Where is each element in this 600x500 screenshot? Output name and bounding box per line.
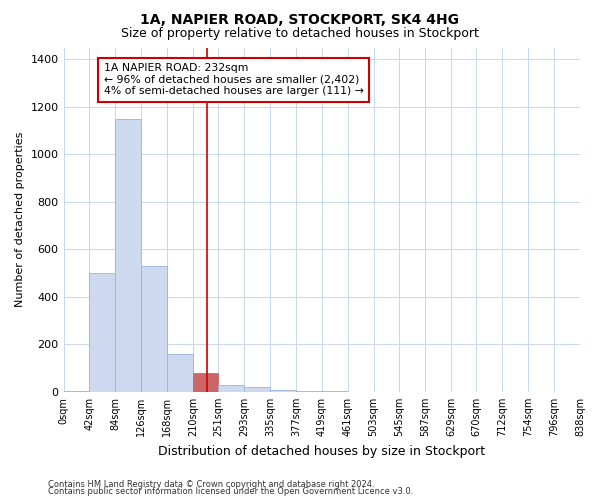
Bar [193,373,218,392]
Text: Contains HM Land Registry data © Crown copyright and database right 2024.: Contains HM Land Registry data © Crown c… [48,480,374,489]
Bar [244,387,270,392]
Text: 1A, NAPIER ROAD, STOCKPORT, SK4 4HG: 1A, NAPIER ROAD, STOCKPORT, SK4 4HG [140,12,460,26]
Bar [89,273,115,392]
Text: Size of property relative to detached houses in Stockport: Size of property relative to detached ho… [121,28,479,40]
Bar [141,266,167,392]
Text: Contains public sector information licensed under the Open Government Licence v3: Contains public sector information licen… [48,488,413,496]
Bar [167,354,193,392]
Bar [218,385,244,392]
Text: 1A NAPIER ROAD: 232sqm
← 96% of detached houses are smaller (2,402)
4% of semi-d: 1A NAPIER ROAD: 232sqm ← 96% of detached… [104,63,364,96]
Bar [270,390,296,392]
Y-axis label: Number of detached properties: Number of detached properties [15,132,25,308]
Bar [64,390,89,392]
Bar [115,119,141,392]
X-axis label: Distribution of detached houses by size in Stockport: Distribution of detached houses by size … [158,444,485,458]
